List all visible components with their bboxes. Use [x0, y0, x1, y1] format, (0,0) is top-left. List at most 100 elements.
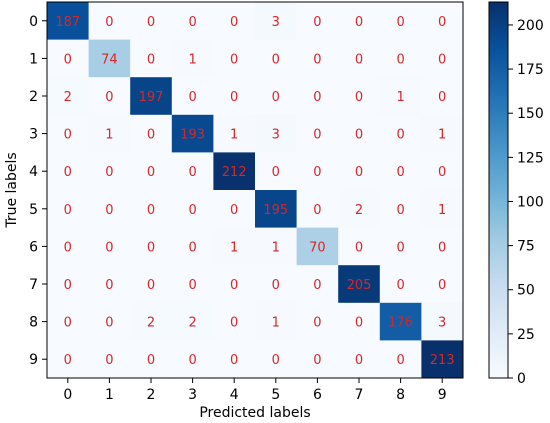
heatmap-cell [88, 77, 131, 116]
cell-value-label: 0 [438, 90, 446, 105]
x-tick-label: 6 [313, 387, 322, 403]
heatmap-cell [47, 265, 90, 304]
heatmap-cell [296, 340, 339, 379]
heatmap-cell [88, 265, 131, 304]
heatmap-cell [130, 114, 173, 153]
cell-value-label: 2 [147, 316, 155, 331]
heatmap-cell [171, 152, 214, 191]
cell-value-label: 0 [355, 353, 363, 368]
cell-value-label: 0 [313, 165, 321, 180]
heatmap-cell [47, 39, 90, 78]
x-tick-label: 2 [147, 387, 156, 403]
cell-value-label: 0 [230, 316, 238, 331]
heatmap-cell [47, 302, 90, 341]
heatmap-cell [88, 39, 131, 78]
x-tick-label: 9 [438, 387, 447, 403]
cell-value-label: 0 [438, 278, 446, 293]
heatmap-cells [47, 2, 464, 379]
colorbar-tick-label: 25 [517, 327, 535, 343]
heatmap-cell [421, 39, 464, 78]
cell-value-label: 197 [139, 90, 164, 105]
heatmap-cell [255, 302, 298, 341]
heatmap-cell [213, 39, 256, 78]
y-tick-label: 5 [29, 202, 38, 218]
heatmap-cell [47, 2, 90, 41]
cell-value-label: 0 [313, 90, 321, 105]
cell-value-label: 0 [313, 278, 321, 293]
cell-value-label: 0 [105, 316, 113, 331]
heatmap-cell [255, 2, 298, 41]
cell-value-label: 3 [272, 15, 280, 30]
cell-value-label: 0 [147, 165, 155, 180]
y-tick-label: 1 [29, 51, 38, 67]
cell-value-label: 0 [147, 15, 155, 30]
heatmap-cell [338, 340, 381, 379]
cell-value-label: 1 [188, 52, 196, 67]
heatmap-cell [213, 265, 256, 304]
heatmap-cell [47, 77, 90, 116]
colorbar-ticks: 0 25 50 75 100 125 150 175 200 [508, 18, 544, 387]
x-tick-label: 4 [230, 387, 239, 403]
heatmap-cell [47, 227, 90, 266]
cell-value-label: 0 [355, 90, 363, 105]
x-tick-label: 3 [188, 387, 197, 403]
cell-value-label: 0 [105, 165, 113, 180]
cell-value-label: 0 [188, 353, 196, 368]
y-tick-label: 8 [29, 315, 38, 331]
cell-value-label: 0 [188, 203, 196, 218]
heatmap-cell [421, 227, 464, 266]
y-tick-label: 7 [29, 277, 38, 293]
cell-value-label: 0 [272, 353, 280, 368]
cell-value-label: 0 [313, 353, 321, 368]
cell-value-label: 0 [313, 316, 321, 331]
heatmap-cell [379, 340, 422, 379]
heatmap-cell [379, 77, 422, 116]
heatmap-cell [47, 114, 90, 153]
x-tick-label: 8 [396, 387, 405, 403]
cell-value-label: 0 [105, 353, 113, 368]
heatmap-cell [338, 302, 381, 341]
colorbar-tick-label: 100 [517, 194, 544, 210]
cell-value-label: 213 [430, 353, 455, 368]
heatmap-cell [338, 39, 381, 78]
cell-value-label: 1 [272, 240, 280, 255]
heatmap-cell [338, 2, 381, 41]
cell-value-label: 187 [55, 15, 80, 30]
cell-value-label: 0 [188, 15, 196, 30]
heatmap-cell [421, 77, 464, 116]
x-tick-label: 1 [105, 387, 114, 403]
cell-value-label: 1 [230, 128, 238, 143]
cell-value-label: 0 [355, 240, 363, 255]
heatmap-cell [421, 265, 464, 304]
cell-value-label: 0 [396, 128, 404, 143]
heatmap-cell [130, 152, 173, 191]
cell-value-label: 205 [347, 278, 372, 293]
cell-value-label: 0 [272, 278, 280, 293]
cell-value-label: 0 [64, 128, 72, 143]
heatmap-cell [421, 302, 464, 341]
cell-value-label: 0 [272, 90, 280, 105]
heatmap-cell [296, 190, 339, 229]
cell-value-label: 0 [147, 128, 155, 143]
heatmap-cell [171, 2, 214, 41]
heatmap-cell [130, 265, 173, 304]
y-tick-label: 6 [29, 239, 38, 255]
cell-value-label: 0 [64, 203, 72, 218]
y-tick-label: 3 [29, 127, 38, 143]
heatmap-cell [338, 77, 381, 116]
cell-value-label: 0 [272, 165, 280, 180]
heatmap-cell [255, 265, 298, 304]
cell-value-label: 0 [313, 15, 321, 30]
heatmap-cell [88, 152, 131, 191]
heatmap-cell [379, 227, 422, 266]
heatmap-cell [338, 114, 381, 153]
cell-value-label: 0 [105, 278, 113, 293]
heatmap-cell [171, 340, 214, 379]
heatmap-cell [255, 39, 298, 78]
heatmap-cell [47, 340, 90, 379]
heatmap-cell [379, 265, 422, 304]
y-tick-label: 4 [29, 164, 38, 180]
heatmap-cell [338, 265, 381, 304]
heatmap-cell [379, 190, 422, 229]
plot-frame [46, 1, 464, 379]
